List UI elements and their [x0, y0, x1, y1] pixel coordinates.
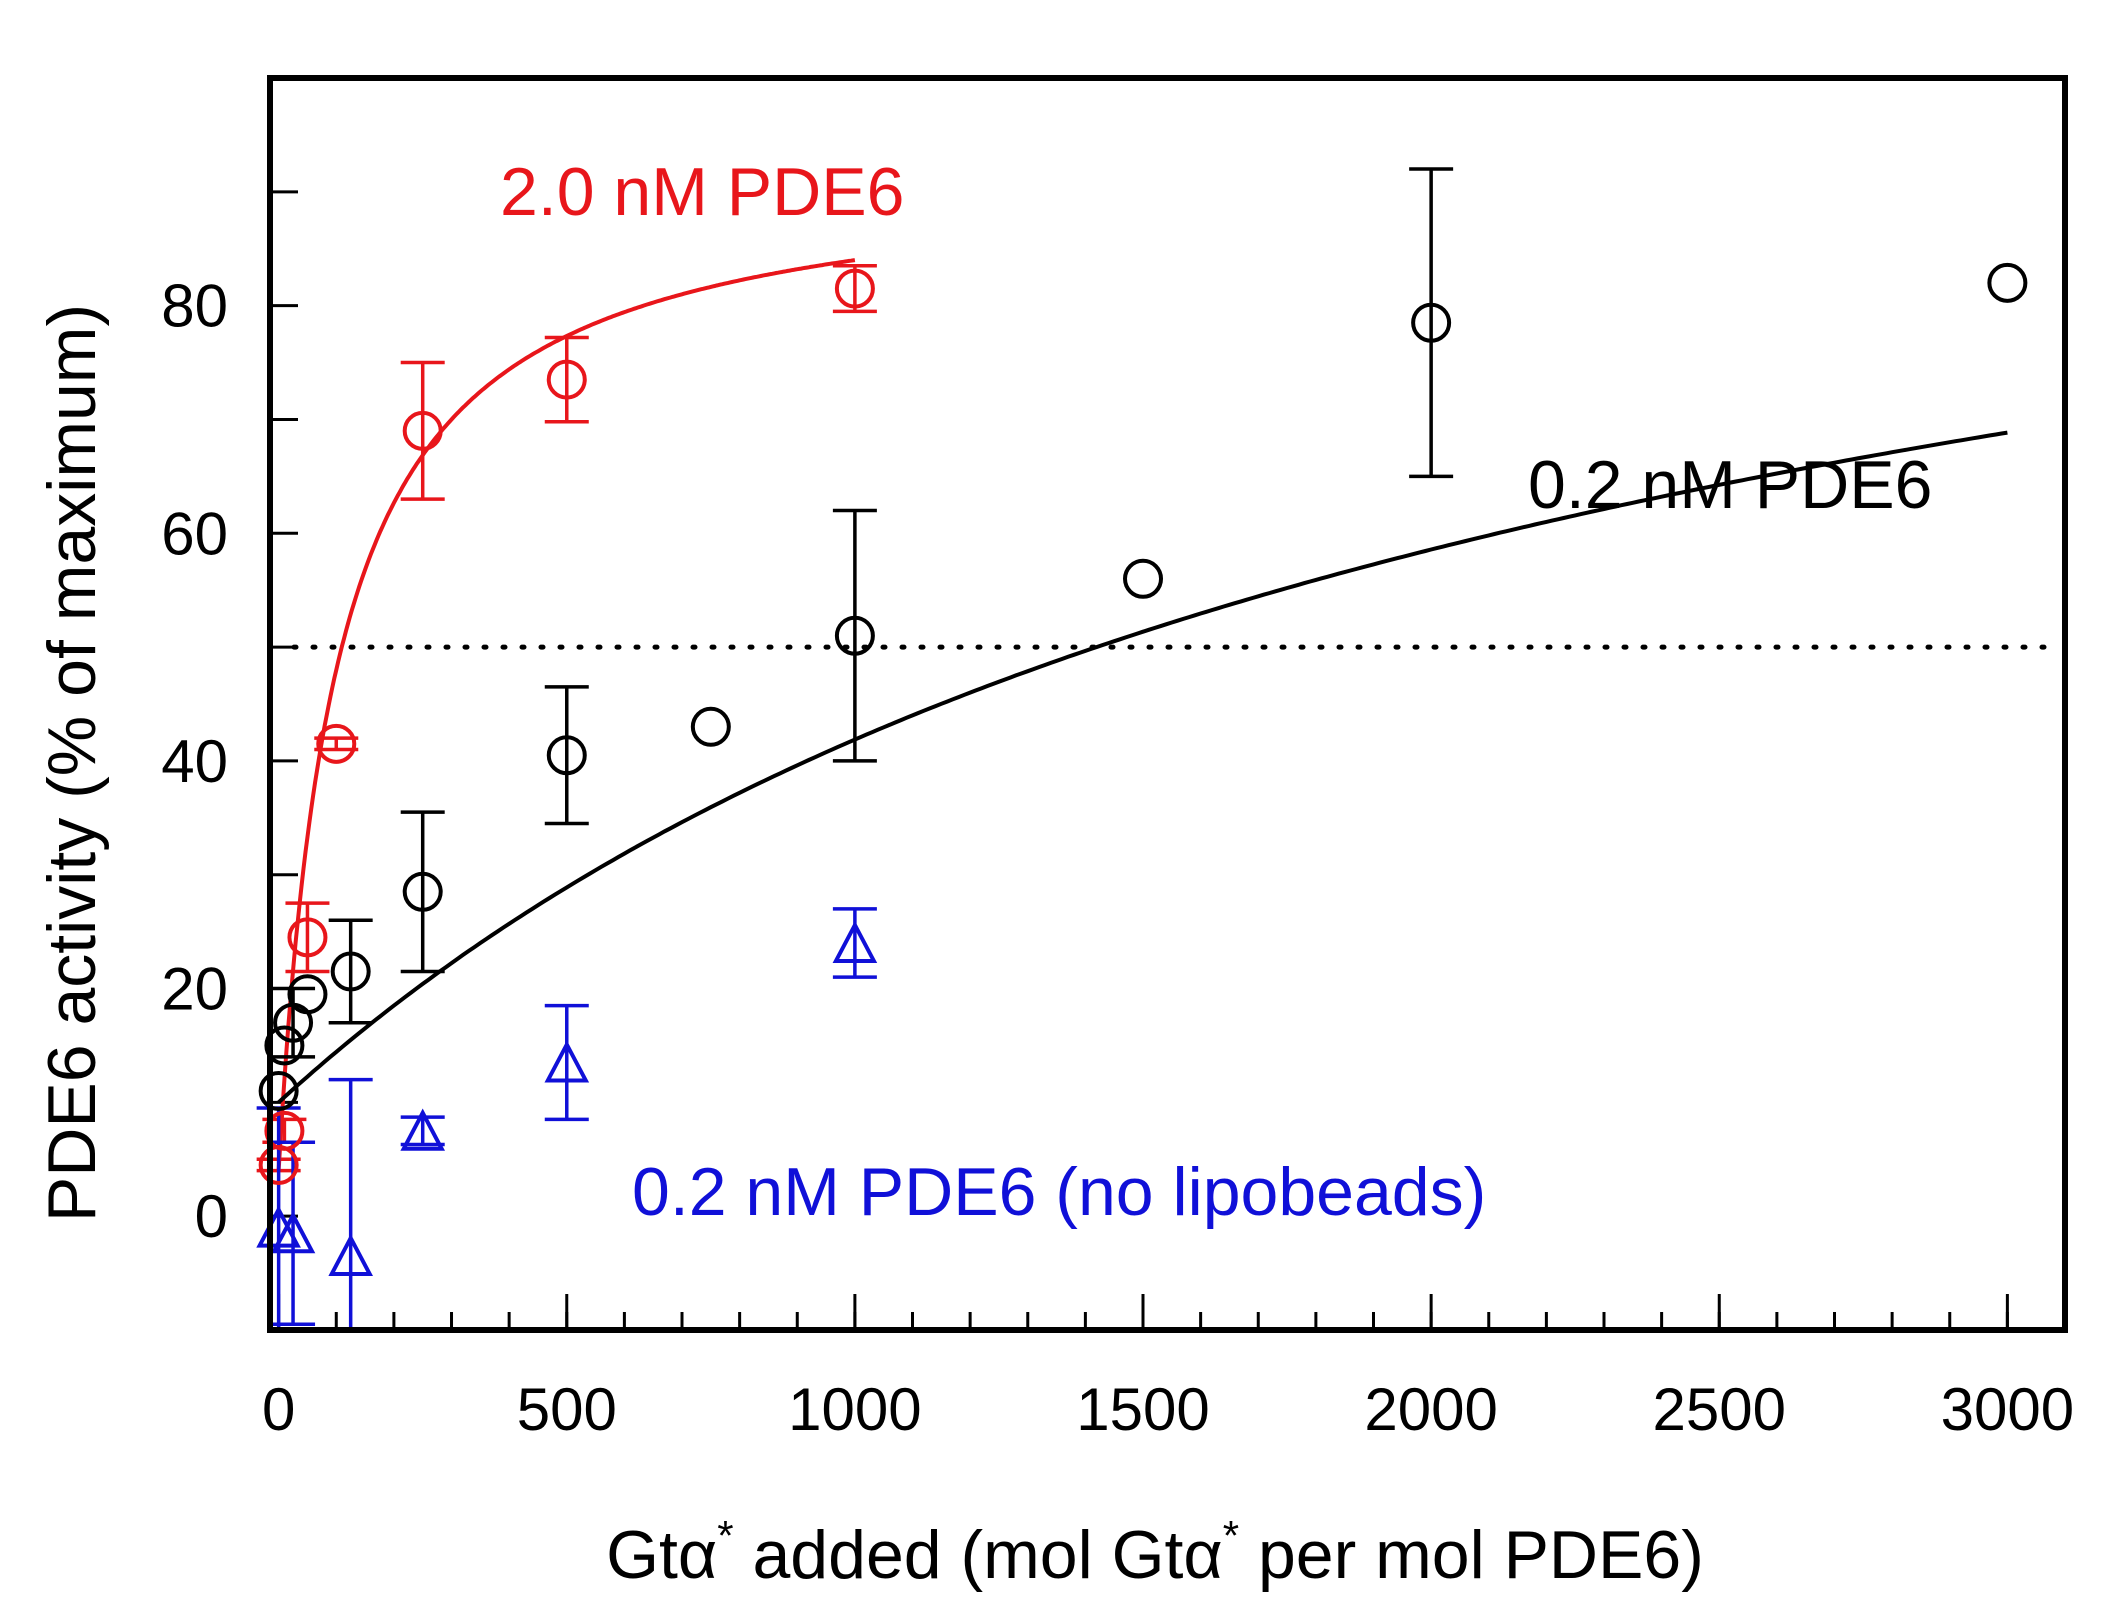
x-axis-label-part: added (mol Gt	[734, 1517, 1184, 1593]
x-tick-label: 2500	[1653, 1376, 1786, 1443]
y-tick-label: 20	[161, 956, 228, 1023]
y-tick-label: 80	[161, 273, 228, 340]
x-tick-label: 0	[262, 1376, 295, 1443]
series-label-2nM: 2.0 nM PDE6	[500, 154, 904, 230]
error-bars	[256, 167, 1454, 1330]
data-point-1	[264, 1025, 305, 1066]
series-label-no-lipobeads: 0.2 nM PDE6 (no lipobeads)	[632, 1154, 1486, 1230]
y-tick-label: 40	[161, 728, 228, 795]
y-tick-labels: 0 20 40 60 80	[161, 273, 228, 1251]
y-tick-label: 0	[195, 1183, 228, 1250]
data-point-0	[402, 410, 443, 451]
data-point-1	[287, 974, 328, 1015]
x-axis-label-part: per mol PDE6)	[1239, 1517, 1704, 1593]
y-tick-label: 60	[161, 500, 228, 567]
x-tick-label: 3000	[1941, 1376, 2074, 1443]
x-tick-label: 1000	[788, 1376, 921, 1443]
x-tick-label: 500	[517, 1376, 617, 1443]
x-axis-label-sup: *	[717, 1512, 733, 1559]
data-point-2	[400, 1108, 446, 1151]
data-point-1	[834, 615, 875, 656]
fit-curves	[276, 258, 2008, 1171]
x-tick-label: 1500	[1076, 1376, 1209, 1443]
data-point-0	[834, 268, 875, 309]
x-tick-labels: 0 500 1000 1500 2000 2500 3000	[262, 1376, 2074, 1443]
data-point-0	[316, 723, 357, 764]
data-point-1	[1987, 262, 2028, 303]
data-point-0	[546, 359, 587, 400]
data-point-1	[258, 1070, 299, 1111]
y-axis-label: PDE6 activity (% of maximum)	[34, 304, 110, 1222]
data-point-2	[328, 1233, 374, 1276]
data-point-2	[544, 1040, 590, 1083]
x-axis-label: Gtα* added (mol Gtα* per mol PDE6)	[606, 1512, 1704, 1593]
data-point-2	[832, 920, 878, 963]
x-axis-label-alpha: α	[1183, 1517, 1222, 1593]
data-point-0	[264, 1110, 305, 1151]
data-point-1	[1411, 302, 1452, 343]
x-axis-label-alpha: α	[678, 1517, 717, 1593]
data-point-1	[690, 706, 731, 747]
data-point-2	[270, 1211, 316, 1254]
plot-frame	[267, 75, 2068, 1333]
x-axis-label-sup: *	[1223, 1512, 1239, 1559]
fit-curve-1	[277, 430, 2008, 1104]
series-label-0.2nM: 0.2 nM PDE6	[1528, 447, 1932, 523]
data-point-1	[330, 951, 371, 992]
x-tick-label: 2000	[1364, 1376, 1497, 1443]
data-point-1	[1123, 558, 1164, 599]
x-axis-label-part: Gt	[606, 1517, 678, 1593]
data-markers	[256, 262, 2028, 1276]
data-point-1	[546, 735, 587, 776]
data-point-0	[287, 917, 328, 958]
x-major-ticks	[277, 1294, 2009, 1330]
data-point-1	[402, 871, 443, 912]
